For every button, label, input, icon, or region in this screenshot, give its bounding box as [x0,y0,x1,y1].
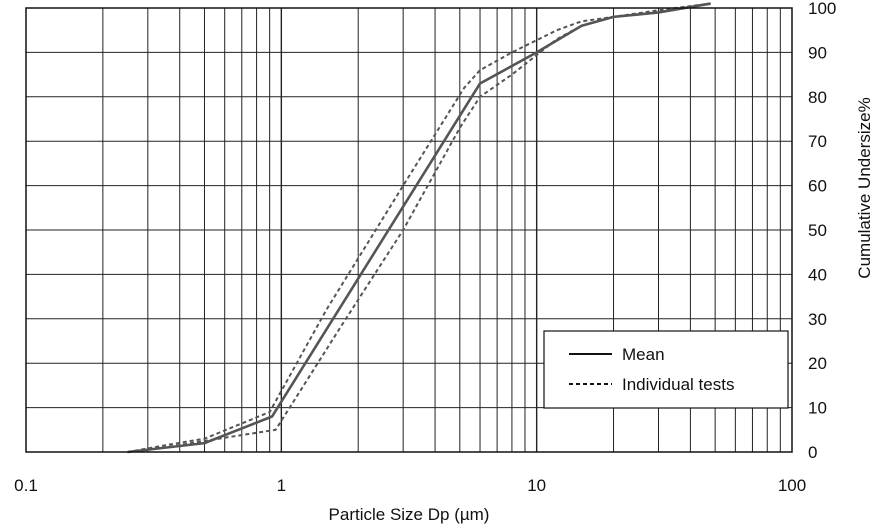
x-axis-title: Particle Size Dp (µm) [329,505,490,524]
x-tick-label: 1 [277,476,286,495]
y-tick-label: 20 [808,354,827,373]
legend: Mean Individual tests [543,330,789,409]
y-tick-label: 90 [808,43,827,62]
y-axis-title: Cumulative Undersize% [855,97,874,278]
y-tick-label: 70 [808,132,827,151]
plot-frame [25,7,793,453]
y-tick-label: 0 [808,443,817,462]
x-tick-labels: 0.1 1 10 100 [14,476,806,495]
y-tick-label: 40 [808,265,827,284]
legend-label-individual: Individual tests [622,375,734,394]
x-tick-label: 10 [527,476,546,495]
x-tick-label: 100 [778,476,806,495]
x-tick-label: 0.1 [14,476,38,495]
y-tick-label: 80 [808,88,827,107]
y-tick-label: 50 [808,221,827,240]
y-tick-label: 10 [808,399,827,418]
series-layer [127,2,711,454]
y-tick-label: 30 [808,310,827,329]
y-tick-label: 60 [808,177,827,196]
y-tick-label: 100 [808,0,836,18]
legend-label-mean: Mean [622,345,665,364]
legend-box [543,330,789,409]
y-tick-labels: 0 10 20 30 40 50 60 70 80 90 100 [808,0,836,462]
